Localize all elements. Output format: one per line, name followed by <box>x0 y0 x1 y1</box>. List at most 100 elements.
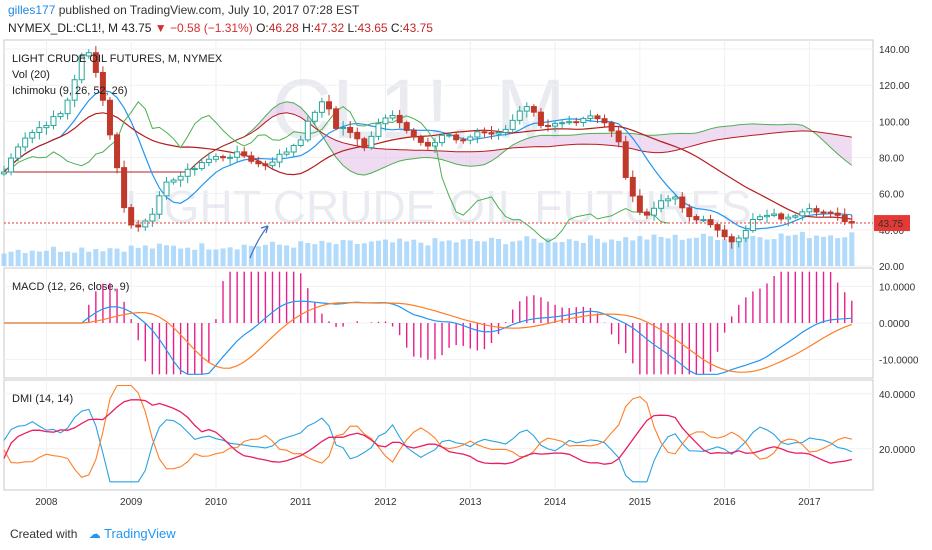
candle-body <box>142 220 149 228</box>
candle-body <box>545 124 552 127</box>
candle-body <box>149 213 156 222</box>
volume-bar <box>573 240 579 266</box>
candle-body <box>587 115 594 119</box>
volume-bar <box>333 244 339 266</box>
quote-bar: NYMEX_DL:CL1!, M 43.75 ▼ −0.58 (−1.31%) … <box>8 20 433 36</box>
volume-bar <box>849 232 855 266</box>
candle-body <box>537 111 544 126</box>
volume-bar <box>135 247 141 266</box>
volume-bar <box>425 245 431 266</box>
price-y-tick: 100.00 <box>879 117 910 128</box>
candle-body <box>785 216 792 220</box>
volume-bar <box>708 236 714 266</box>
candle-body <box>43 124 50 129</box>
candle-body <box>629 176 636 197</box>
volume-bar <box>722 239 728 266</box>
candle-body <box>431 142 438 147</box>
volume-bar <box>114 248 120 266</box>
price-change: −0.58 (−1.31%) <box>170 21 253 35</box>
volume-bar <box>93 249 99 266</box>
x-tick-label: 2013 <box>459 497 482 508</box>
candle-body <box>304 120 311 141</box>
tradingview-brand[interactable]: TradingView <box>104 526 176 541</box>
candle-body <box>403 122 410 131</box>
open-value: 46.28 <box>268 21 299 35</box>
volume-bar <box>623 237 629 266</box>
macd-y-tick: 0.0000 <box>879 319 910 330</box>
candle-body <box>827 211 834 214</box>
candle-body <box>354 131 361 140</box>
symbol-label[interactable]: NYMEX_DL:CL1!, M <box>8 21 119 35</box>
price-y-tick: 40.00 <box>879 226 904 237</box>
close-label: C: <box>390 21 403 35</box>
candle-body <box>523 106 530 112</box>
volume-bar <box>361 243 367 266</box>
candle-body <box>184 168 191 177</box>
volume-bar <box>354 244 360 266</box>
author-link[interactable]: gilles177 <box>8 3 56 17</box>
volume-bar <box>22 253 28 266</box>
volume-bar <box>785 235 791 266</box>
volume-bar <box>192 249 198 266</box>
volume-bar <box>474 241 480 266</box>
x-tick-label: 2008 <box>35 497 58 508</box>
volume-bar <box>503 244 509 266</box>
candle-body <box>128 207 135 226</box>
volume-bar <box>679 239 685 266</box>
x-tick-label: 2016 <box>714 497 737 508</box>
low-value: 43.65 <box>357 21 388 35</box>
candle-body <box>191 168 198 171</box>
candle-body <box>255 160 262 165</box>
annotation-arrow-head <box>260 225 269 234</box>
candle-body <box>15 146 22 159</box>
candle-body <box>566 121 573 124</box>
dmi-minus-line <box>3 384 852 478</box>
volume-bar <box>658 236 664 266</box>
candle-body <box>658 200 665 209</box>
candle-body <box>608 122 615 132</box>
volume-bar <box>291 247 297 266</box>
volume-bar <box>8 251 14 266</box>
volume-bar <box>700 233 706 266</box>
candle-body <box>686 207 693 218</box>
last-price: 43.75 <box>121 21 152 35</box>
volume-bar <box>432 238 438 266</box>
candle-body <box>516 110 523 121</box>
volume-bar <box>29 250 35 266</box>
candle-body <box>707 219 714 226</box>
volume-bar <box>404 241 410 266</box>
candle-body <box>559 122 566 125</box>
published-text: published on TradingView.com, July 10, 2… <box>58 3 360 17</box>
candle-body <box>347 126 354 133</box>
candle-body <box>311 111 318 122</box>
candle-body <box>495 131 502 135</box>
volume-bar <box>411 239 417 266</box>
ichimoku-cloud <box>4 101 852 176</box>
volume-bar <box>771 239 777 266</box>
candle-body <box>269 161 276 167</box>
candle-body <box>778 213 785 220</box>
candle-body <box>467 136 474 141</box>
candle-body <box>163 181 170 197</box>
x-tick-label: 2014 <box>544 497 567 508</box>
volume-bar <box>835 238 841 266</box>
volume-bar <box>594 238 600 266</box>
candle-body <box>92 52 99 73</box>
volume-bar <box>651 234 657 266</box>
candle-body <box>841 214 848 223</box>
candle-body <box>615 130 622 143</box>
candle-body <box>481 131 488 134</box>
annotation-arrow <box>249 225 269 259</box>
volume-bar <box>764 239 770 266</box>
volume-bar <box>72 252 78 266</box>
volume-bar <box>538 242 544 266</box>
x-tick-label: 2009 <box>120 497 143 508</box>
ichimoku-indicator-label: Ichimoku (9, 26, 52, 26) <box>12 85 128 97</box>
candle-body <box>742 230 749 239</box>
candle-body <box>396 114 403 124</box>
volume-bar <box>58 251 64 266</box>
volume-bar <box>312 244 318 266</box>
candle-body <box>368 135 375 149</box>
chart-area[interactable]: 2008 2009 2010 2011 2012 2013 2014 2015 2016 2017… <box>0 38 932 518</box>
volume-bar <box>517 240 523 266</box>
